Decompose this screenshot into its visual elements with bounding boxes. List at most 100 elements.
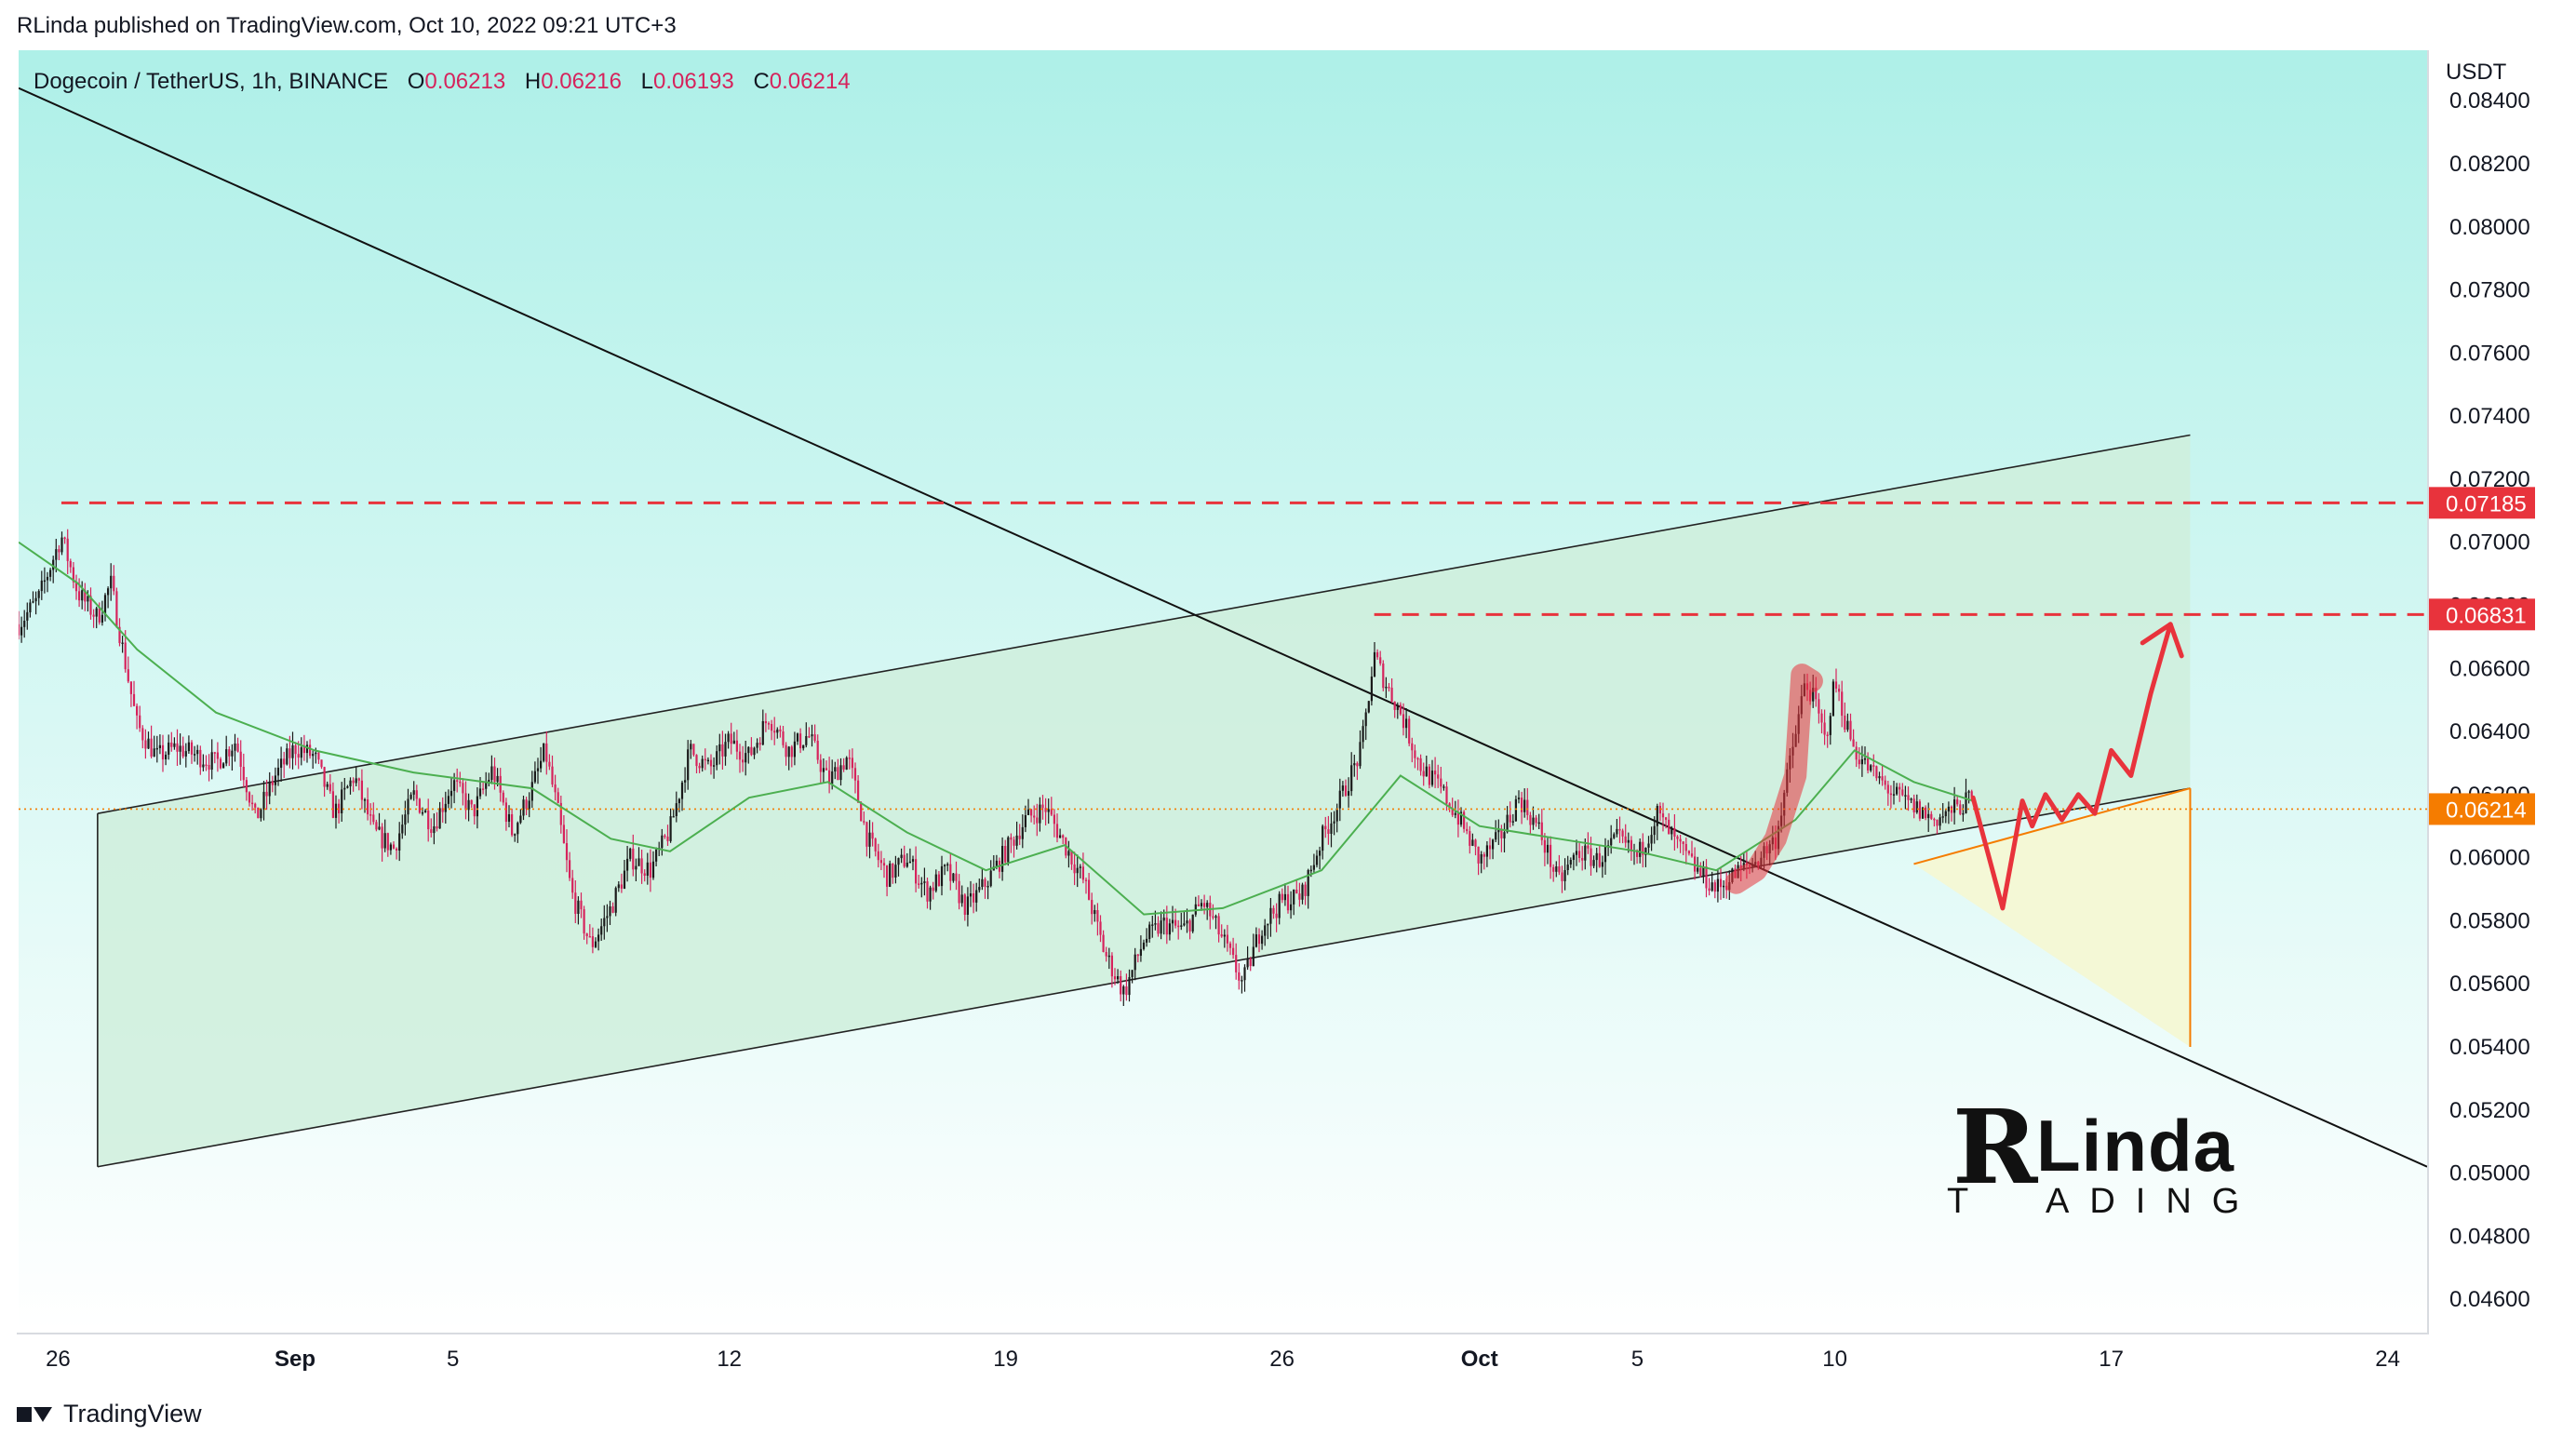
candle-body <box>1139 948 1142 956</box>
candle-body <box>1442 786 1445 788</box>
candle-body <box>170 742 173 747</box>
candle-body <box>1160 920 1162 934</box>
candle-body <box>825 768 828 771</box>
candle-body <box>216 752 219 759</box>
candle-body <box>1838 689 1841 692</box>
candle-body <box>1183 923 1186 926</box>
candle-body <box>559 802 562 825</box>
candle-body <box>1249 959 1252 967</box>
candle-body <box>571 878 574 893</box>
candle-body <box>1136 954 1139 957</box>
candle-body <box>1254 934 1257 947</box>
candle-body <box>1405 718 1408 729</box>
candle-body <box>903 854 906 867</box>
candle-body <box>1197 904 1200 906</box>
candle-body <box>60 537 63 553</box>
time-axis[interactable]: 26 Sep 5 12 19 26 Oct 5 10 17 24 <box>46 1347 2400 1372</box>
candle-body <box>213 752 216 754</box>
candle-body <box>1687 851 1690 854</box>
candle-body <box>1896 786 1898 795</box>
candle-body <box>1053 814 1055 825</box>
candle-body <box>132 693 136 706</box>
candle-body <box>386 833 389 851</box>
candle-body <box>349 780 352 786</box>
candle-body <box>1117 976 1120 980</box>
price-tag-text: 0.07185 <box>2446 491 2527 516</box>
candle-body <box>37 591 40 598</box>
watermark-ading: ADING <box>2046 1182 2261 1221</box>
candle-body <box>1228 943 1232 948</box>
tradingview-footer[interactable]: TradingView <box>17 1400 202 1428</box>
candle-body <box>1015 835 1018 846</box>
candle-body <box>785 744 787 758</box>
candle-body <box>485 783 488 789</box>
candle-body <box>1860 759 1863 765</box>
candle-body <box>1610 838 1613 846</box>
candle-body <box>569 860 571 878</box>
candle-body <box>632 848 635 870</box>
candle-body <box>1670 828 1673 835</box>
time-tick-label: 26 <box>1269 1347 1295 1372</box>
candle-body <box>1939 817 1941 826</box>
candle-body <box>877 851 879 861</box>
candle-body <box>1818 699 1820 714</box>
candle-body <box>889 863 892 887</box>
candle-body <box>908 861 911 864</box>
candle-body <box>1186 920 1188 924</box>
candle-body <box>430 829 433 833</box>
candle-body <box>1448 803 1451 809</box>
candle-body <box>1088 879 1091 900</box>
candle-body <box>831 771 834 784</box>
candle-body <box>932 887 934 892</box>
candle-body <box>517 823 519 835</box>
candle-body <box>129 681 132 694</box>
candle-body <box>1232 947 1235 956</box>
candle-body <box>591 936 594 947</box>
candle-body <box>1120 976 1122 995</box>
candle-body <box>1021 826 1024 839</box>
candle-body <box>184 751 187 757</box>
candle-body <box>600 926 603 935</box>
chart-frame[interactable] <box>17 50 2429 1334</box>
candle-body <box>1500 829 1503 838</box>
candle-body <box>1872 765 1875 767</box>
candle-body <box>89 596 92 615</box>
candle-body <box>975 890 978 903</box>
candle-body <box>493 766 496 783</box>
candle-body <box>63 537 66 540</box>
candle-body <box>1013 839 1015 846</box>
candle-body <box>536 768 540 771</box>
candle-body <box>210 752 213 770</box>
candle-body <box>1322 825 1324 851</box>
candle-body <box>427 811 430 830</box>
price-chart[interactable]: 0.08400 0.08200 0.08000 0.07800 0.07600 0.074… <box>0 0 2576 1396</box>
candle-body <box>1912 798 1915 812</box>
candle-body <box>1485 845 1488 857</box>
price-axis[interactable]: 0.08400 0.08200 0.08000 0.07800 0.07600 0.074… <box>2429 88 2535 1312</box>
candle-body <box>1823 722 1826 735</box>
candle-body <box>341 789 343 813</box>
candle-body <box>245 780 248 793</box>
candle-body <box>288 748 291 758</box>
candle-body <box>1601 862 1603 867</box>
candle-body <box>196 749 199 755</box>
drawings-layer <box>19 87 2427 1168</box>
candle-body <box>1026 809 1030 815</box>
forecast-arrowhead <box>2140 622 2184 659</box>
candle-body <box>1419 758 1422 771</box>
candle-body <box>649 862 651 878</box>
candle-body <box>551 766 554 784</box>
candle-body <box>1353 763 1356 766</box>
candle-body <box>1298 893 1301 900</box>
candle-body <box>1492 839 1495 850</box>
open-label: O <box>407 69 425 94</box>
candle-body <box>1463 811 1466 829</box>
candle-body <box>363 799 367 801</box>
candle-body <box>614 888 617 913</box>
candle-body <box>23 621 26 627</box>
candle-body <box>952 873 955 881</box>
candle-body <box>1474 839 1477 847</box>
candle-body <box>1603 845 1607 863</box>
candle-body <box>969 893 973 897</box>
candle-body <box>758 743 761 745</box>
